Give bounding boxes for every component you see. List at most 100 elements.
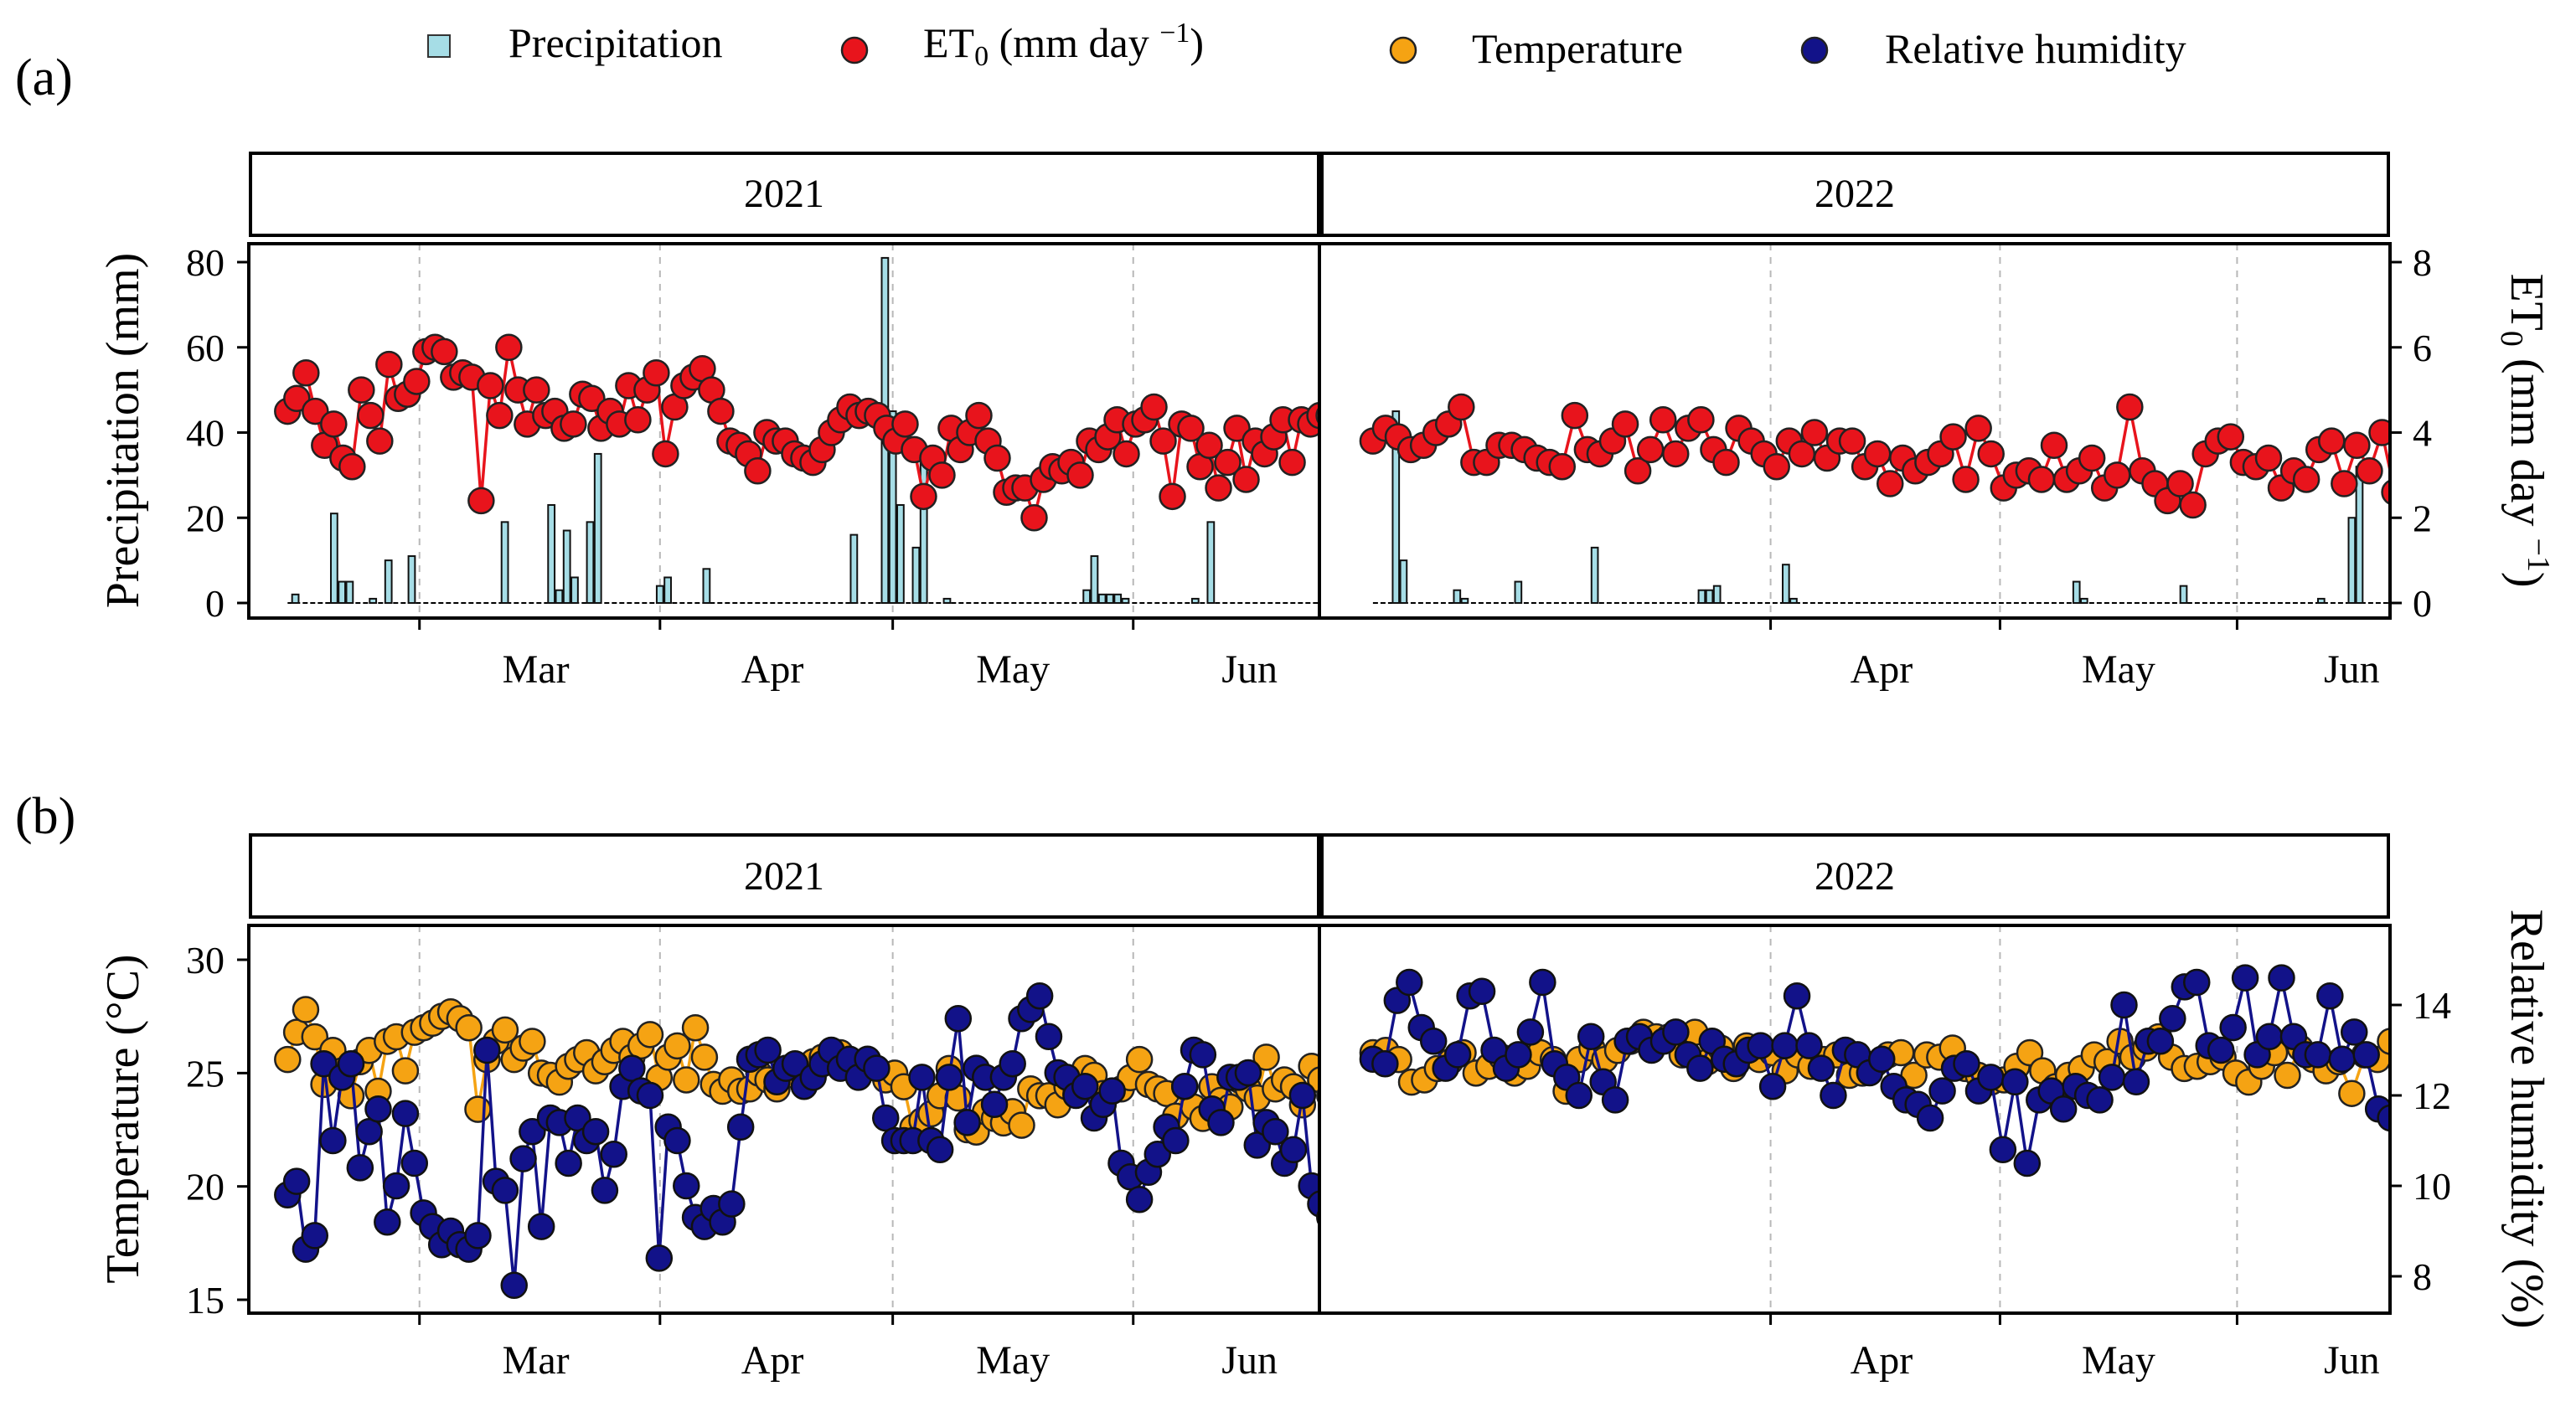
humidity-point xyxy=(500,1271,528,1300)
month-label-a-2022-1: May xyxy=(2082,647,2155,692)
et0-point xyxy=(375,350,403,379)
et0-series-2021 xyxy=(274,333,1319,532)
y-tick-label-b-right-1: 10 xyxy=(2413,1165,2451,1208)
temperature-point xyxy=(2442,1047,2467,1072)
y-tick-label-a-right-4: 8 xyxy=(2413,241,2432,284)
humidity-point xyxy=(1601,1086,1629,1114)
humidity-point xyxy=(953,1109,981,1136)
humidity-point xyxy=(1335,1132,1360,1157)
y-tick-label-b-right-0: 8 xyxy=(2413,1255,2432,1298)
humidity-point xyxy=(2122,1068,2150,1096)
humidity-point xyxy=(2388,1042,2392,1059)
humidity-point xyxy=(871,1104,900,1132)
humidity-point xyxy=(1307,1190,1319,1218)
humidity-point xyxy=(1125,1185,1154,1213)
humidity-point xyxy=(374,1208,401,1236)
humidity-point xyxy=(473,1036,501,1064)
precip-bar xyxy=(2080,597,2088,604)
humidity-point xyxy=(1025,982,1054,1010)
precip-bar xyxy=(702,568,711,604)
precip-bar xyxy=(1697,589,1706,604)
humidity-point xyxy=(1371,1049,1399,1078)
temperature-point xyxy=(1354,1072,1379,1097)
precip-bar xyxy=(663,576,672,604)
humidity-point xyxy=(1516,1018,1545,1046)
humidity-point xyxy=(1505,1041,1532,1069)
humidity-point xyxy=(1795,1032,1823,1059)
humidity-point xyxy=(581,1117,610,1146)
precip-bar xyxy=(1121,597,1130,604)
temperature-point xyxy=(2338,1079,2366,1107)
humidity-point xyxy=(1529,968,1556,997)
temperature-point xyxy=(681,1013,710,1042)
et0-point xyxy=(744,457,772,485)
et0-series-2022 xyxy=(1359,393,2576,519)
humidity-point xyxy=(600,1140,627,1168)
precip-bar xyxy=(500,521,509,605)
humidity-point xyxy=(1326,1160,1351,1185)
et0-point xyxy=(1838,427,1866,455)
et0-point xyxy=(1278,448,1306,477)
humidity-point xyxy=(1189,1041,1217,1069)
precip-bars-2022 xyxy=(1372,410,2392,605)
precip-bar xyxy=(2317,597,2326,604)
humidity-point xyxy=(2013,1149,2042,1177)
facet-label-a-2022: 2022 xyxy=(1815,172,1895,216)
humidity-point xyxy=(2255,1023,2284,1051)
humidity-point xyxy=(1565,1081,1593,1110)
b-left-axis-title: Temperature (°C) xyxy=(97,954,149,1283)
humidity-point xyxy=(2475,1051,2500,1076)
humidity-point xyxy=(1162,1126,1190,1155)
et0-point xyxy=(2292,466,2320,493)
precip-bar xyxy=(1705,589,1714,604)
et0-point xyxy=(2433,466,2458,492)
et0-point xyxy=(2558,446,2576,471)
y-tick-label-b-left-0: 15 xyxy=(186,1279,225,1322)
temperature-point xyxy=(391,1057,420,1085)
humidity-point xyxy=(980,1090,1009,1119)
temperature-point xyxy=(2455,1056,2480,1081)
et0-point xyxy=(477,372,504,399)
et0-point xyxy=(1964,415,1992,442)
humidity-point xyxy=(519,1117,546,1146)
legend-et0-label: ET0 (mm day −1) xyxy=(923,18,1204,72)
humidity-point xyxy=(1953,1049,1980,1078)
et0-point xyxy=(2318,427,2346,455)
facet-label-b-2022: 2022 xyxy=(1815,854,1895,899)
humidity-point xyxy=(944,1004,973,1033)
y-tick-label-b-left-3: 30 xyxy=(186,939,225,982)
et0-point xyxy=(2381,478,2392,506)
month-label-b-2021-2: May xyxy=(976,1338,1050,1383)
humidity-point xyxy=(346,1154,374,1182)
et0-point xyxy=(2104,461,2131,489)
humidity-point xyxy=(1262,1117,1289,1146)
y-tick-label-b-left-2: 25 xyxy=(186,1052,225,1095)
temperature-point xyxy=(2389,1052,2392,1067)
temperature-point xyxy=(1008,1111,1035,1139)
et0-point xyxy=(891,410,919,438)
temperature-point xyxy=(2558,1040,2576,1065)
et0-point xyxy=(1662,440,1690,468)
legend-precipitation-label: Precipitation xyxy=(508,19,723,66)
grid-b xyxy=(418,925,2238,1313)
precip-bar xyxy=(849,533,859,604)
temperature-point xyxy=(292,996,320,1023)
humidity-point xyxy=(2352,1041,2380,1069)
humidity-point xyxy=(754,1036,782,1064)
et0-point xyxy=(1112,440,1140,468)
temperature-point xyxy=(663,1032,691,1060)
humidity-point xyxy=(2146,1027,2175,1055)
temperature-point xyxy=(464,1095,492,1123)
temperature-point xyxy=(301,1023,329,1051)
et0-point xyxy=(2343,431,2371,460)
et0-point xyxy=(1448,393,1475,421)
et0-point xyxy=(486,401,514,430)
temperature-point xyxy=(1125,1045,1154,1074)
et0-point xyxy=(2458,466,2483,492)
temperature-point xyxy=(636,1021,664,1049)
legend: Precipitation ET0 (mm day −1) Temperatur… xyxy=(427,18,2186,72)
humidity-point xyxy=(999,1049,1026,1078)
humidity-point xyxy=(1170,1072,1199,1100)
precip-bar xyxy=(896,503,905,604)
humidity-point xyxy=(301,1222,329,1250)
